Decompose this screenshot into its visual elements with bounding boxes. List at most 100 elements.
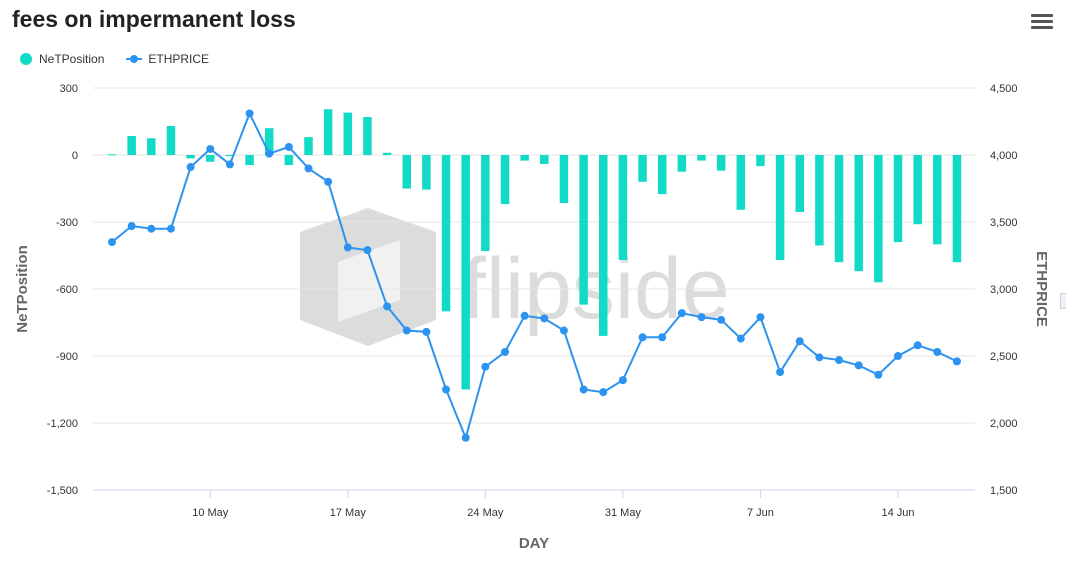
ethprice-point [933, 347, 942, 356]
y-right-tick-label: 4,000 [990, 150, 1018, 162]
netposition-bar [716, 155, 726, 171]
netposition-bar [363, 117, 372, 155]
netposition-bar [422, 155, 431, 190]
ethprice-point [697, 313, 706, 322]
ethprice-point [618, 376, 627, 385]
ethprice-point [599, 388, 608, 397]
netposition-bar [579, 155, 588, 305]
side-scroll-handle[interactable] [1060, 293, 1066, 309]
x-tick-label: 31 May [605, 507, 642, 519]
ethprice-point [776, 368, 785, 377]
x-tick-label: 14 Jun [881, 507, 914, 519]
ethprice-point [835, 356, 844, 365]
y-left-tick-label: -900 [56, 351, 78, 363]
y-left-tick-label: -1,200 [47, 418, 78, 430]
netposition-bar [657, 155, 667, 195]
ethprice-point [422, 327, 431, 336]
ethprice-point [874, 370, 883, 379]
y-left-tick-label: -300 [56, 217, 78, 229]
y-right-tick-label: 2,500 [990, 351, 1018, 363]
netposition-bar [147, 138, 156, 155]
ethprice-point [854, 361, 863, 370]
chart-legend: NeTPosition ETHPRICE [20, 52, 231, 66]
ethprice-point [304, 164, 313, 173]
netposition-bar [323, 109, 333, 155]
hamburger-menu-icon[interactable] [1031, 14, 1053, 34]
legend-label: ETHPRICE [148, 52, 210, 66]
netposition-bar [245, 155, 254, 166]
chart-title: fees on impermanent loss [12, 6, 296, 32]
netposition-bar [815, 155, 824, 246]
x-tick-label: 10 May [192, 507, 229, 519]
column-swatch-icon [20, 53, 32, 65]
ethprice-point [245, 109, 254, 118]
ethprice-point [677, 309, 686, 318]
ethprice-point [442, 385, 451, 394]
y-left-tick-label: 0 [72, 150, 78, 162]
netposition-bar [186, 155, 195, 159]
ethprice-point [147, 224, 156, 233]
watermark-logo: flipside [300, 208, 730, 346]
netposition-bar [540, 155, 549, 164]
netposition-bar [264, 128, 274, 155]
netposition-bar [127, 136, 136, 155]
netposition-bar [618, 155, 628, 260]
netposition-bar [461, 155, 470, 390]
x-axis-title: DAY [519, 535, 549, 552]
ethprice-point [795, 337, 804, 346]
ethprice-point [324, 177, 333, 186]
netposition-bar [775, 155, 785, 260]
ethprice-point [186, 163, 195, 172]
ethprice-point [461, 433, 470, 442]
netposition-bar [107, 154, 117, 156]
ethprice-point [481, 362, 490, 371]
ethprice-point [717, 315, 726, 324]
netposition-bar [638, 155, 647, 182]
line-swatch-icon [126, 53, 143, 65]
ethprice-point [343, 243, 352, 252]
ethprice-point [127, 222, 136, 231]
y-right-tick-label: 2,000 [990, 418, 1018, 430]
x-tick-label: 17 May [330, 507, 367, 519]
netposition-bar [834, 155, 844, 263]
ethprice-point [559, 326, 568, 335]
y-right-tick-label: 3,500 [990, 217, 1018, 229]
netposition-bar [284, 155, 294, 166]
ethprice-point [638, 333, 647, 342]
ethprice-point [166, 224, 175, 233]
netposition-bar [599, 155, 608, 336]
ethprice-point [913, 341, 922, 350]
x-tick-label: 24 May [467, 507, 504, 519]
ethprice-point [579, 385, 588, 394]
netposition-bar [304, 137, 313, 155]
netposition-bar [559, 155, 569, 204]
netposition-bar [500, 155, 510, 205]
netposition-bar [206, 155, 215, 162]
y-right-tick-label: 1,500 [990, 485, 1018, 497]
ethprice-point [520, 311, 529, 320]
netposition-bar [677, 155, 687, 172]
ethprice-point [402, 326, 411, 335]
ethprice-point [108, 238, 116, 247]
netposition-bar [520, 155, 529, 161]
netposition-bar [225, 155, 235, 157]
netposition-bar [382, 152, 392, 155]
y-right-axis-title: ETHPRICE [1033, 251, 1050, 327]
ethprice-point [952, 357, 961, 366]
y-right-tick-label: 3,000 [990, 284, 1018, 296]
x-tick-label: 7 Jun [747, 507, 774, 519]
ethprice-point [284, 142, 293, 151]
netposition-bar [343, 112, 353, 155]
netposition-bar [933, 155, 942, 245]
ethprice-point [815, 353, 824, 362]
netposition-bar [795, 155, 804, 212]
ethprice-point [736, 334, 745, 343]
legend-item-ethprice[interactable]: ETHPRICE [126, 52, 209, 66]
ethprice-point [206, 144, 215, 153]
y-left-tick-label: 300 [60, 83, 78, 95]
netposition-bar [402, 155, 411, 189]
legend-item-netposition[interactable]: NeTPosition [20, 52, 104, 66]
netposition-bar [874, 155, 883, 283]
netposition-bar [756, 155, 765, 167]
